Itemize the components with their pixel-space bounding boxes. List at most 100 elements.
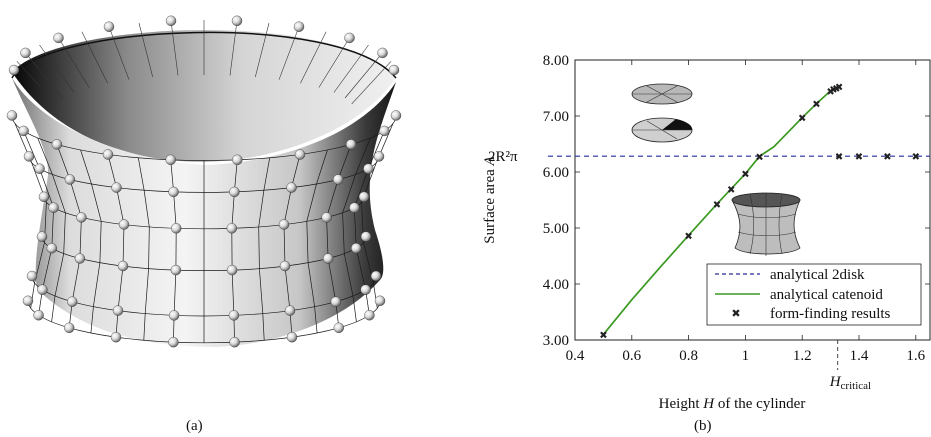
surface-node — [358, 191, 370, 203]
mesh-inner-meridian — [138, 22, 153, 78]
surface-node — [76, 212, 87, 223]
chart-ticks — [574, 59, 930, 341]
mesh-inner-meridian — [25, 52, 64, 99]
surface-node — [284, 305, 296, 316]
panel-b-caption: (b) — [694, 418, 712, 434]
surface-node — [111, 182, 122, 193]
surface-node — [36, 231, 48, 242]
catenoid-surface-illustration — [6, 15, 402, 348]
surface-node — [48, 202, 59, 213]
surface-node — [377, 47, 388, 59]
surface-node — [168, 310, 180, 321]
y-tick-label: 5.00 — [543, 221, 569, 237]
y-reference-label: 2R²π — [488, 149, 518, 165]
surface-node — [170, 264, 182, 276]
surface-node — [38, 191, 50, 203]
mesh-inner-meridian — [344, 52, 383, 99]
surface-node — [286, 332, 298, 343]
form-finding-marker: ✖ — [826, 87, 834, 98]
surface-node — [333, 322, 344, 333]
y-tick-labels: 3.00 4.00 5.00 6.00 7.00 8.00 — [543, 53, 569, 349]
surface-node — [293, 21, 305, 32]
surface-node — [360, 284, 371, 295]
surface-node — [22, 295, 34, 306]
surface-node — [351, 242, 362, 254]
surface-node — [286, 182, 297, 193]
mesh-inner-meridian — [170, 20, 179, 76]
surface-node — [110, 332, 122, 343]
series-layer — [548, 86, 930, 335]
surface-node — [360, 231, 372, 242]
surface-area-chart: 0.4 0.6 0.8 1 1.2 1.4 1.6 3.00 4.00 5.00 6.00 7.00… — [482, 53, 931, 412]
surface-node — [168, 186, 179, 198]
mesh-inner-meridian — [39, 44, 75, 93]
surface-node — [37, 284, 48, 295]
x-tick-label: 1.2 — [793, 348, 812, 364]
mesh-inner-meridian — [229, 20, 238, 76]
chart-legend: analytical 2disk analytical catenoid ✖ f… — [706, 263, 922, 326]
surface-node — [26, 270, 38, 282]
surface-node — [33, 310, 44, 321]
surface-node — [349, 202, 360, 213]
form-finding-marker: ✖ — [713, 200, 721, 211]
mesh-inner-meridian — [351, 61, 392, 105]
panel-a-caption: (a) — [186, 418, 203, 434]
y-tick-label: 8.00 — [543, 53, 569, 69]
mesh-inner-meridian — [300, 31, 327, 84]
surface-node — [64, 174, 76, 185]
surface-node — [294, 149, 306, 160]
form-finding-marker: ✖ — [855, 152, 863, 163]
form-finding-marker: ✖ — [599, 330, 607, 341]
surface-node — [117, 260, 129, 272]
x-tick-label: 0.4 — [566, 348, 585, 364]
y-axis-label: Surface area A — [482, 155, 498, 243]
form-finding-marker: ✖ — [755, 152, 763, 163]
x-tick-labels: 0.4 0.6 0.8 1 1.2 1.4 1.6 — [566, 348, 926, 364]
x-tick-label: 1 — [742, 348, 750, 364]
surface-node — [66, 296, 78, 307]
surface-node — [344, 32, 355, 44]
surface-node — [231, 15, 243, 26]
surface-node — [373, 151, 385, 162]
form-finding-marker: ✖ — [798, 114, 806, 125]
x-axis-label: Height H of the cylinder — [659, 396, 806, 412]
surface-node — [102, 149, 114, 160]
surface-node — [229, 186, 240, 198]
form-finding-marker: ✖ — [835, 152, 843, 163]
surface-top-rim — [11, 31, 397, 79]
mesh-meridian — [306, 149, 328, 334]
surface-node — [23, 151, 35, 162]
legend-label-catenoid: analytical catenoid — [770, 287, 883, 303]
mesh-inner-meridian — [318, 37, 350, 88]
mesh-meridian — [80, 149, 102, 334]
surface-node — [168, 337, 179, 348]
surface-node — [63, 322, 75, 333]
surface-node — [74, 253, 86, 264]
series-analytical-catenoid — [602, 86, 839, 335]
surface-node — [226, 223, 238, 234]
form-finding-marker: ✖ — [829, 85, 837, 96]
mesh-inner-meridian — [278, 26, 300, 80]
surface-node — [53, 32, 64, 44]
surface-node — [34, 163, 45, 174]
mesh-ring — [11, 115, 397, 161]
surface-node — [278, 219, 290, 230]
inset-two-disks — [631, 83, 693, 143]
x-tick-label: 0.6 — [622, 348, 641, 364]
x-tick-label: 1.6 — [906, 348, 925, 364]
legend-swatch-markers: ✖ — [731, 307, 740, 320]
surface-node — [103, 21, 115, 32]
surface-node — [6, 110, 18, 121]
surface-node — [170, 223, 182, 234]
surface-node — [279, 260, 291, 272]
mesh-inner-meridian — [81, 31, 108, 84]
mesh-meridian — [258, 157, 271, 341]
legend-label-markers: form-finding results — [770, 306, 891, 322]
form-finding-marker: ✖ — [832, 84, 840, 95]
surface-node — [46, 242, 57, 254]
x-tick-label: 0.8 — [679, 348, 698, 364]
y-tick-label: 7.00 — [543, 109, 569, 125]
form-finding-marker: ✖ — [684, 231, 692, 242]
inset-catenoid — [731, 192, 801, 256]
